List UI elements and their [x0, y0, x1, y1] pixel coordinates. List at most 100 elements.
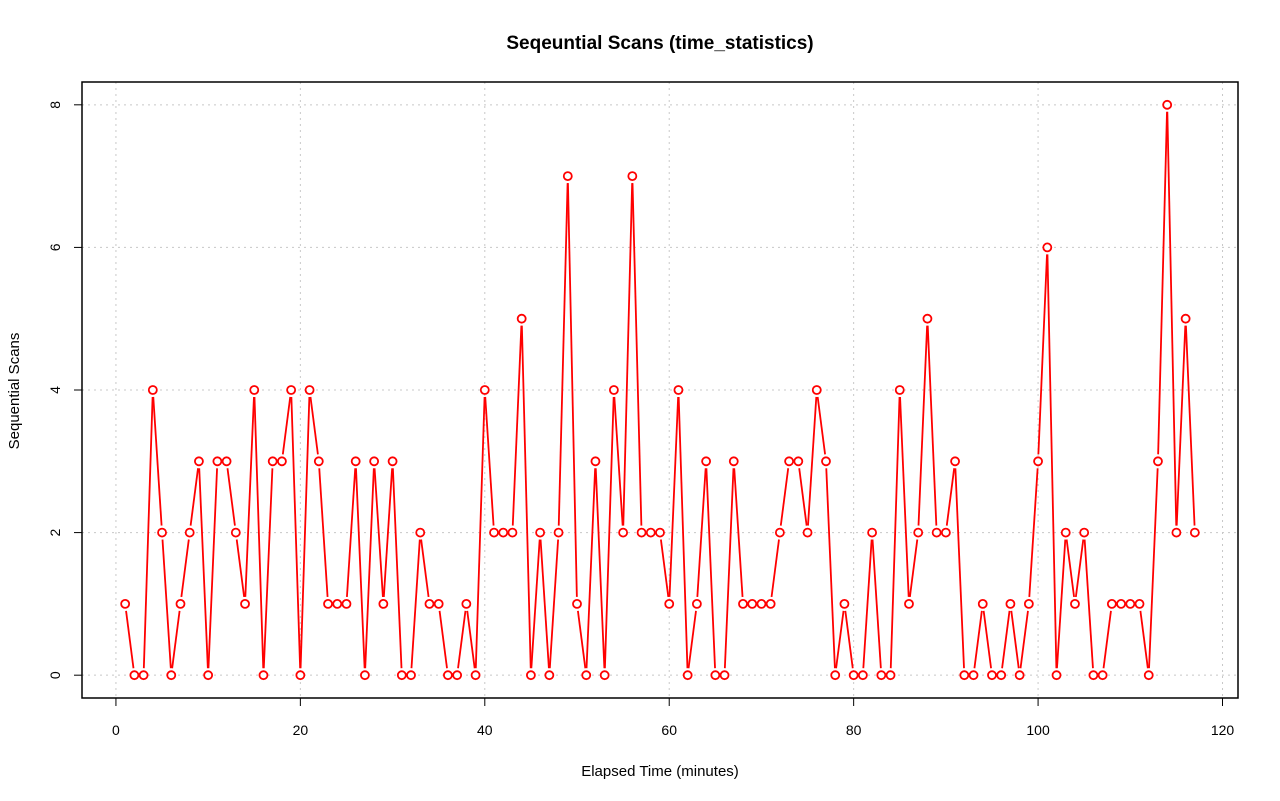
- data-point-65: [719, 670, 730, 681]
- data-point-10: [212, 456, 223, 467]
- series-segment-26: [364, 468, 375, 669]
- data-point-5: [166, 670, 177, 681]
- data-point-11: [221, 456, 232, 467]
- series-segment-85: [908, 539, 919, 598]
- plot-frame: [81, 81, 1239, 699]
- data-point-108: [1116, 598, 1126, 609]
- data-point-64: [710, 670, 721, 681]
- series-segment-45: [539, 539, 550, 669]
- series-segment-7: [189, 468, 199, 526]
- x-tick-label-3: 60: [661, 722, 677, 738]
- series-segment-39: [484, 396, 495, 526]
- data-point-42: [507, 527, 518, 538]
- data-point-30: [396, 670, 407, 681]
- series-segment-32: [420, 539, 430, 598]
- data-point-26: [360, 670, 370, 681]
- data-point-88: [931, 527, 942, 538]
- series-segment-25: [355, 468, 366, 669]
- data-point-54: [618, 527, 629, 538]
- data-point-79: [848, 670, 859, 681]
- series-segment-58: [660, 539, 670, 598]
- series-segment-83: [889, 396, 901, 669]
- series-segment-36: [457, 610, 467, 669]
- data-point-109: [1125, 598, 1136, 609]
- series-segment-0: [125, 610, 135, 669]
- data-point-71: [774, 527, 785, 538]
- x-tick-label-5: 100: [1026, 722, 1050, 738]
- series-segment-103: [1074, 539, 1085, 598]
- series-segment-81: [871, 539, 882, 669]
- series-segment-87: [926, 325, 938, 526]
- series-group: [120, 99, 1200, 681]
- data-point-106: [1097, 670, 1108, 681]
- x-tick-label-2: 40: [477, 722, 493, 738]
- data-point-92: [968, 670, 979, 681]
- data-point-111: [1143, 670, 1154, 681]
- data-point-105: [1088, 670, 1099, 681]
- series-segment-114: [1175, 325, 1187, 526]
- data-point-113: [1162, 99, 1173, 110]
- data-point-95: [996, 670, 1007, 681]
- series-segment-101: [1056, 539, 1067, 669]
- data-point-73: [793, 456, 804, 467]
- series-segment-12: [235, 539, 246, 598]
- series-segment-60: [677, 396, 689, 669]
- data-point-6: [175, 598, 186, 609]
- data-point-8: [194, 456, 204, 467]
- data-point-4: [157, 527, 167, 538]
- series-segment-100: [1046, 254, 1058, 669]
- data-point-44: [525, 670, 536, 681]
- y-tick-label-0: 0: [47, 671, 63, 679]
- data-point-19: [295, 670, 306, 681]
- data-point-86: [913, 527, 924, 538]
- data-point-57: [645, 527, 656, 538]
- data-point-89: [940, 527, 951, 538]
- series-segment-27: [373, 468, 384, 597]
- data-point-53: [608, 385, 619, 395]
- data-point-21: [313, 456, 324, 467]
- series-segment-92: [973, 610, 983, 669]
- data-point-39: [479, 385, 490, 395]
- series-segment-14: [253, 396, 265, 669]
- data-point-55: [627, 171, 638, 182]
- data-point-104: [1079, 527, 1090, 538]
- data-point-18: [286, 385, 297, 395]
- data-point-15: [258, 670, 269, 681]
- data-point-36: [452, 670, 463, 681]
- data-point-17: [277, 456, 287, 467]
- series-segment-43: [520, 325, 532, 669]
- data-point-24: [341, 598, 352, 609]
- x-tick-label-0: 0: [112, 722, 120, 738]
- series-segment-84: [899, 396, 910, 597]
- data-point-97: [1014, 670, 1025, 681]
- y-axis: 0 2 4 6 8: [47, 101, 82, 679]
- series-segment-44: [530, 539, 541, 669]
- series-segment-110: [1139, 610, 1149, 669]
- series-segment-42: [511, 325, 523, 526]
- data-point-2: [138, 670, 149, 681]
- data-point-112: [1153, 456, 1163, 467]
- series-segment-47: [557, 183, 569, 526]
- data-point-27: [369, 456, 380, 467]
- series-segment-98: [1028, 468, 1039, 597]
- x-axis: 0 20 40 60 80 100 120: [112, 698, 1234, 738]
- x-axis-label: Elapsed Time (minutes): [581, 763, 739, 780]
- data-point-63: [701, 456, 712, 467]
- y-tick-label-2: 4: [47, 386, 63, 394]
- series-segment-97: [1019, 610, 1029, 669]
- series-segment-74: [807, 396, 818, 526]
- data-point-90: [950, 456, 960, 467]
- y-tick-label-3: 6: [47, 243, 63, 251]
- data-point-99: [1033, 456, 1043, 467]
- data-point-51: [590, 456, 601, 467]
- data-point-49: [572, 598, 582, 609]
- series-segment-106: [1102, 610, 1112, 669]
- data-point-84: [894, 385, 905, 395]
- series-segment-51: [594, 468, 606, 669]
- series-segment-104: [1083, 539, 1094, 669]
- data-point-20: [304, 385, 315, 395]
- data-point-116: [1189, 527, 1200, 538]
- series-segment-111: [1148, 468, 1159, 669]
- series-segment-13: [244, 396, 255, 597]
